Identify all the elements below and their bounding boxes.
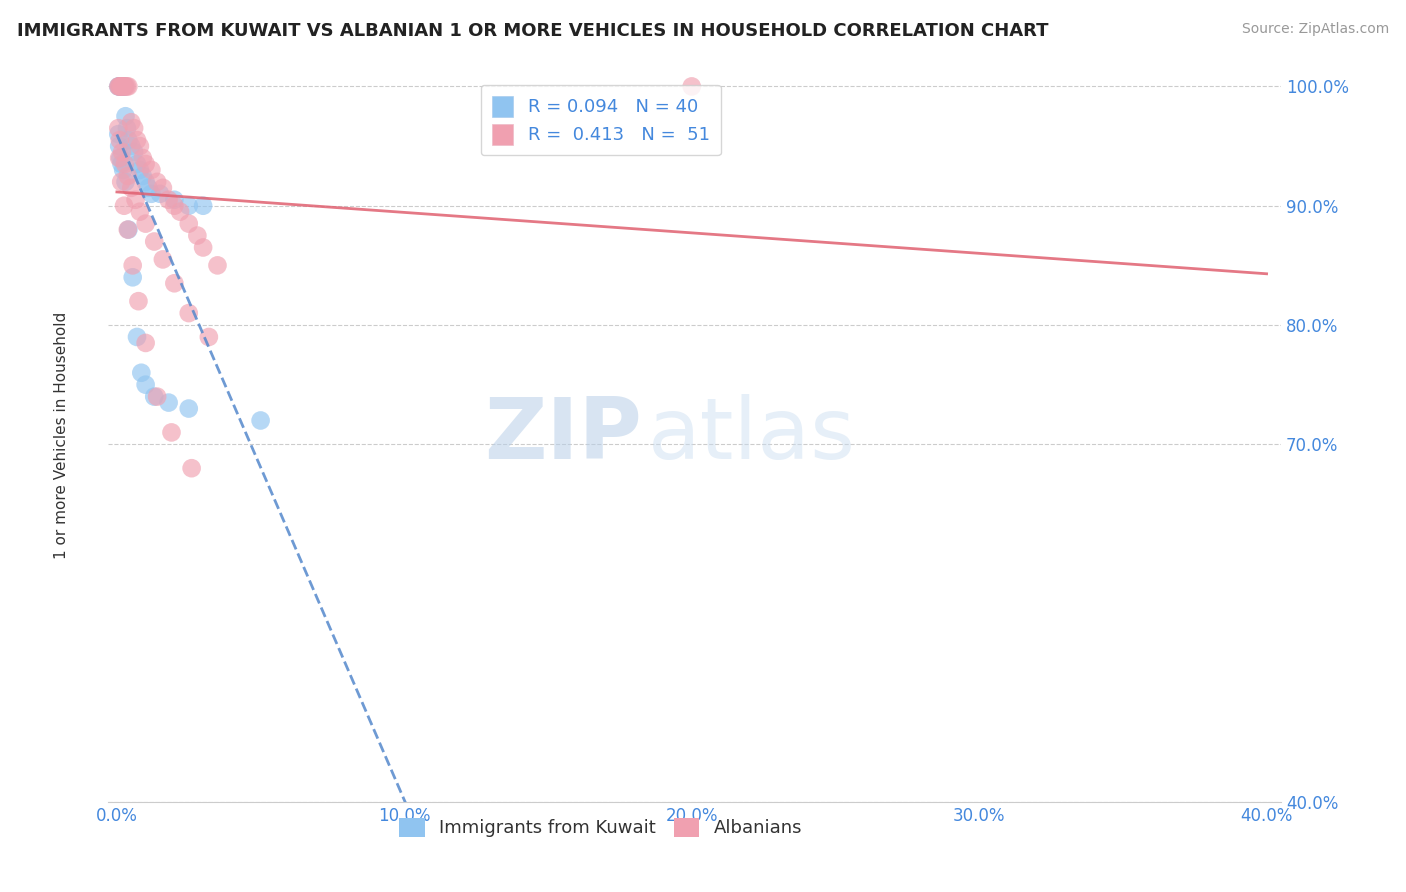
Point (112, 79, 135, 94)
Legend: Immigrants from Kuwait, Albanians: Immigrants from Kuwait, Albanians (392, 811, 810, 845)
Point (198, 330, 221, 344)
Point (117, 222, 139, 236)
Point (180, 461, 202, 475)
Point (149, 186, 172, 201)
Point (681, 79, 703, 94)
Point (128, 204, 150, 219)
Point (163, 277, 186, 291)
Text: Source: ZipAtlas.com: Source: ZipAtlas.com (1241, 22, 1389, 37)
Point (191, 240, 214, 254)
Point (114, 79, 136, 94)
Point (191, 199, 214, 213)
Point (112, 199, 135, 213)
Point (160, 425, 183, 440)
Point (117, 133, 139, 147)
Point (157, 193, 180, 207)
Point (152, 181, 174, 195)
Text: atlas: atlas (648, 394, 856, 477)
Point (108, 133, 131, 147)
Point (122, 145, 145, 159)
Point (135, 217, 157, 231)
Point (117, 79, 139, 94)
Point (121, 259, 143, 273)
Point (111, 79, 134, 94)
Point (163, 193, 186, 207)
Point (121, 270, 143, 285)
Point (114, 109, 136, 123)
Point (135, 157, 157, 171)
Point (110, 151, 132, 165)
Point (120, 181, 142, 195)
Point (177, 199, 200, 213)
Point (108, 79, 131, 94)
Point (177, 217, 200, 231)
Point (146, 175, 169, 189)
Point (128, 139, 150, 153)
Point (141, 186, 163, 201)
Point (107, 79, 129, 94)
Point (125, 330, 148, 344)
Point (128, 163, 150, 178)
Text: ZIP: ZIP (484, 394, 643, 477)
Point (107, 121, 129, 136)
Point (135, 335, 157, 350)
Point (111, 79, 134, 94)
Point (207, 259, 229, 273)
Point (114, 175, 136, 189)
Point (152, 252, 174, 267)
Point (157, 395, 180, 409)
Point (163, 199, 186, 213)
Point (135, 377, 157, 392)
Point (115, 121, 138, 136)
Point (124, 193, 146, 207)
Point (127, 294, 149, 309)
Point (110, 157, 132, 171)
Point (110, 175, 132, 189)
Point (108, 139, 131, 153)
Point (110, 79, 132, 94)
Point (115, 79, 138, 94)
Point (125, 157, 148, 171)
Point (120, 115, 142, 129)
Point (169, 204, 191, 219)
Text: IMMIGRANTS FROM KUWAIT VS ALBANIAN 1 OR MORE VEHICLES IN HOUSEHOLD CORRELATION C: IMMIGRANTS FROM KUWAIT VS ALBANIAN 1 OR … (17, 22, 1049, 40)
Point (110, 79, 132, 94)
Point (143, 390, 166, 404)
Point (249, 413, 271, 427)
Point (132, 151, 155, 165)
Point (110, 79, 132, 94)
Point (111, 145, 134, 159)
Point (122, 121, 145, 136)
Point (112, 163, 135, 178)
Point (186, 228, 208, 243)
Point (177, 306, 200, 320)
Point (111, 79, 134, 94)
Point (117, 222, 139, 236)
Point (131, 366, 153, 380)
Point (177, 401, 200, 416)
Point (107, 127, 129, 141)
Point (112, 79, 135, 94)
Point (125, 133, 148, 147)
Point (114, 79, 136, 94)
Point (114, 157, 136, 171)
Point (135, 175, 157, 189)
Point (143, 235, 166, 249)
Text: 1 or more Vehicles in Household: 1 or more Vehicles in Household (53, 312, 69, 559)
Point (108, 79, 131, 94)
Point (120, 139, 142, 153)
Point (146, 390, 169, 404)
Point (108, 151, 131, 165)
Point (108, 79, 131, 94)
Point (138, 181, 160, 195)
Point (111, 79, 134, 94)
Point (107, 79, 129, 94)
Point (108, 79, 131, 94)
Point (141, 163, 163, 178)
Point (112, 79, 135, 94)
Point (132, 169, 155, 183)
Point (117, 169, 139, 183)
